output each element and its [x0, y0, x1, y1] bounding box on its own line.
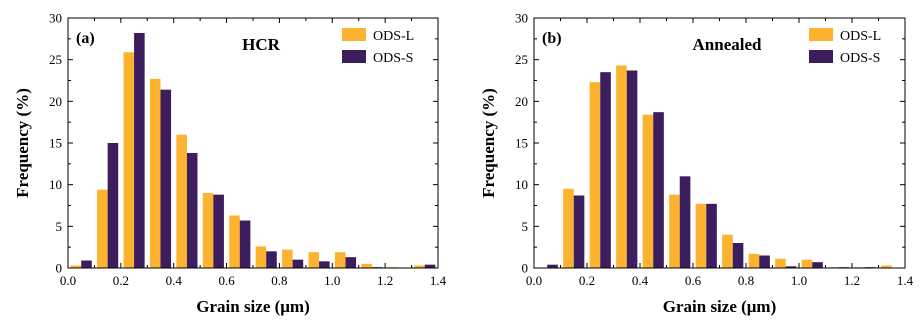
- legend-label-ods-l: ODS-L: [840, 29, 881, 44]
- bar-ods-s-bin-8: [292, 259, 304, 268]
- y-tick-label: 20: [515, 94, 528, 109]
- bar-ods-l-bin-6: [229, 215, 240, 268]
- bar-ods-s-bin-7: [732, 243, 744, 268]
- x-tick-label: 0.4: [632, 273, 649, 288]
- y-tick-label: 10: [49, 177, 62, 192]
- y-tick-label: 25: [49, 52, 62, 67]
- bar-ods-s-bin-4: [653, 112, 664, 268]
- legend-label-ods-s: ODS-S: [840, 51, 880, 66]
- bar-ods-s-bin-8: [759, 255, 770, 268]
- bar-ods-s-bin-3: [160, 89, 172, 268]
- bar-ods-l-bin-6: [695, 203, 707, 268]
- x-tick-label: 0.0: [526, 273, 542, 288]
- legend-swatch-ods-s: [809, 50, 833, 63]
- bar-ods-s-bin-2: [134, 33, 145, 268]
- x-tick-label: 1.2: [844, 273, 860, 288]
- x-axis-title: Grain size (μm): [196, 297, 310, 316]
- bar-ods-l-bin-3: [616, 65, 627, 268]
- bar-ods-l-bin-0: [70, 265, 82, 268]
- x-tick-label: 1.0: [324, 273, 340, 288]
- y-tick-label: 5: [56, 219, 63, 234]
- bar-ods-s-bin-0: [547, 264, 558, 268]
- bar-ods-l-bin-9: [308, 252, 320, 268]
- bar-ods-s-bin-3: [626, 70, 638, 268]
- bar-ods-s-bin-13: [424, 264, 436, 268]
- x-tick-label: 1.0: [791, 273, 807, 288]
- x-tick-label: 0.6: [218, 273, 235, 288]
- y-axis-title: Frequency (%): [479, 88, 498, 198]
- x-tick-label: 1.4: [430, 273, 447, 288]
- chart-panel-b: 0.0 0.2 0.4 0.6 0.8 1.0 1.2 1.4 0 5 10 15 20 25 30 Grai…: [479, 11, 914, 317]
- bar-ods-l-bin-3: [149, 78, 161, 268]
- bar-ods-s-bin-6: [239, 220, 251, 268]
- y-tick-label: 30: [515, 11, 528, 26]
- panel-label: (a): [76, 30, 95, 47]
- panel-title: Annealed: [693, 35, 763, 54]
- bar-ods-s-bin-6: [706, 203, 717, 268]
- panel-title: HCR: [242, 35, 281, 54]
- y-axis-title: Frequency (%): [13, 88, 32, 198]
- x-tick-label: 0.0: [60, 273, 76, 288]
- y-tick-label: 5: [522, 219, 529, 234]
- bar-ods-s-bin-10: [812, 262, 823, 268]
- bar-ods-l-bin-7: [255, 246, 267, 268]
- bar-ods-l-bin-11: [361, 263, 372, 268]
- x-tick-label: 0.2: [579, 273, 595, 288]
- legend-swatch-ods-l: [342, 28, 366, 41]
- bar-ods-s-bin-4: [186, 153, 198, 268]
- bar-ods-l-bin-8: [748, 253, 760, 268]
- x-tick-label: 0.2: [113, 273, 129, 288]
- y-tick-label: 15: [49, 136, 62, 151]
- bar-ods-l-bin-5: [669, 194, 680, 268]
- y-tick-label: 20: [49, 94, 62, 109]
- bar-ods-l-bin-13: [881, 265, 892, 268]
- bar-ods-l-bin-9: [775, 258, 786, 268]
- bar-ods-l-bin-10: [801, 259, 813, 268]
- x-tick-label: 0.8: [738, 273, 754, 288]
- bar-ods-s-bin-5: [213, 194, 224, 268]
- bar-ods-s-bin-1: [573, 195, 585, 268]
- x-tick-label: 0.6: [685, 273, 702, 288]
- y-tick-label: 0: [56, 261, 63, 276]
- bar-ods-s-bin-0: [81, 260, 92, 268]
- bar-ods-s-bin-9: [785, 266, 797, 268]
- bar-ods-l-bin-1: [97, 189, 108, 268]
- legend: ODS-L ODS-S: [342, 28, 414, 66]
- bar-ods-l-bin-1: [563, 188, 574, 268]
- bar-ods-s-bin-7: [266, 251, 277, 268]
- legend-label-ods-s: ODS-S: [373, 51, 413, 66]
- bar-ods-s-bin-1: [107, 143, 119, 268]
- legend-label-ods-l: ODS-L: [373, 29, 414, 44]
- bar-ods-l-bin-7: [722, 234, 733, 268]
- bar-ods-s-bin-5: [679, 176, 691, 268]
- bar-ods-l-bin-2: [123, 52, 135, 268]
- y-tick-label: 10: [515, 177, 528, 192]
- legend: ODS-L ODS-S: [809, 28, 881, 66]
- y-tick-label: 0: [522, 261, 529, 276]
- y-tick-label: 30: [49, 11, 62, 26]
- x-axis-title: Grain size (μm): [663, 297, 777, 316]
- legend-swatch-ods-l: [809, 28, 833, 41]
- x-tick-label: 0.4: [166, 273, 183, 288]
- y-tick-label: 25: [515, 52, 528, 67]
- x-tick-label: 1.4: [897, 273, 914, 288]
- bar-ods-l-bin-4: [176, 134, 187, 268]
- bar-ods-l-bin-10: [334, 252, 346, 268]
- bar-ods-l-bin-5: [202, 193, 214, 268]
- x-tick-label: 0.8: [271, 273, 287, 288]
- x-tick-label: 1.2: [377, 273, 393, 288]
- chart-panel-a: 0.0 0.2 0.4 0.6 0.8 1.0 1.2 1.4 0 5 10 15 20 25 30 Grai…: [13, 11, 447, 317]
- bar-ods-s-bin-9: [319, 261, 330, 268]
- bar-ods-l-bin-8: [282, 249, 293, 268]
- legend-swatch-ods-s: [342, 50, 366, 63]
- y-tick-label: 15: [515, 136, 528, 151]
- bar-ods-l-bin-13: [414, 265, 425, 268]
- bar-ods-l-bin-2: [589, 82, 601, 268]
- panel-label: (b): [542, 30, 562, 47]
- bar-ods-l-bin-4: [642, 114, 654, 268]
- bar-ods-s-bin-2: [600, 72, 611, 268]
- bar-ods-s-bin-10: [345, 257, 357, 268]
